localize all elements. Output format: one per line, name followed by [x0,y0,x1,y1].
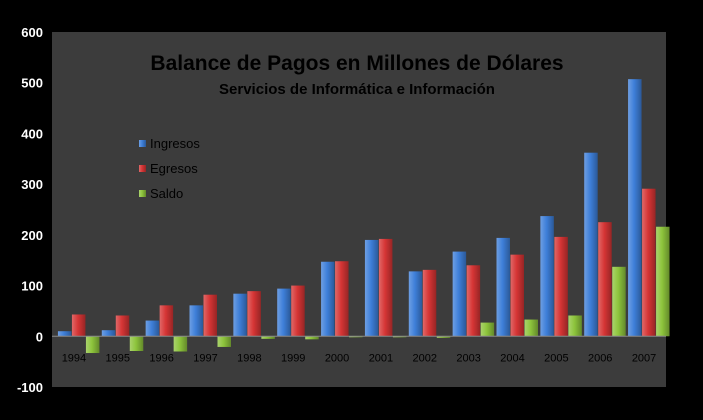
bar-ingresos-2003 [452,251,467,337]
bar-ingresos-2004 [496,237,510,337]
y-tick-label: 400 [21,126,43,141]
bars-layer [57,79,670,354]
bar-egresos-2007 [642,188,656,337]
x-tick-label: 1999 [281,352,305,364]
bar-saldo-1999 [305,336,319,340]
bar-ingresos-1995 [101,330,116,337]
y-axis-ticks: -100 0 100 200 300 400 500 600 [17,25,43,395]
bar-ingresos-1996 [145,320,160,337]
bar-saldo-2006 [612,266,626,337]
bar-ingresos-1999 [277,288,291,337]
x-tick-label: 1996 [149,352,173,364]
y-tick-label: 600 [21,25,43,40]
bar-saldo-2000 [349,336,363,338]
x-tick-label: 2006 [588,352,612,364]
legend-label: Saldo [150,186,183,201]
legend-item-egresos: Egresos [139,161,198,176]
bar-egresos-2006 [598,222,612,337]
legend-swatch [139,165,146,172]
bar-saldo-1998 [261,336,275,339]
chart-title: Balance de Pagos en Millones de Dólares [150,52,563,75]
bar-ingresos-2007 [628,79,642,337]
x-tick-label: 2004 [500,352,524,364]
y-tick-label: 300 [21,177,43,192]
bar-egresos-1999 [291,285,305,337]
y-tick-label: 100 [21,279,43,294]
bar-saldo-1996 [173,336,188,352]
x-tick-label: 1997 [193,352,217,364]
bar-ingresos-1998 [233,293,247,337]
y-tick-label: 200 [21,228,43,243]
bar-ingresos-1997 [189,305,203,337]
x-tick-label: 2005 [544,352,568,364]
bar-saldo-1994 [85,336,100,354]
bar-saldo-1997 [217,336,231,347]
x-axis-ticks: 1994 1995 1996 1997 1998 1999 2000 2001 2002 2003… [62,352,657,364]
y-tick-label: 0 [36,329,43,344]
bar-saldo-2003 [480,322,495,337]
x-tick-label: 1994 [62,352,86,364]
x-tick-label: 2007 [632,352,656,364]
legend-label: Egresos [150,161,198,176]
bar-ingresos-2002 [408,271,423,337]
bar-ingresos-2005 [540,216,554,337]
bar-egresos-1997 [203,294,217,337]
bar-saldo-1995 [129,336,144,351]
y-tick-label: 500 [21,76,43,91]
bar-egresos-2001 [378,238,393,337]
bar-saldo-2004 [524,319,538,337]
chart-subtitle: Servicios de Informática e Información [219,81,495,98]
bar-saldo-2001 [392,336,407,338]
bar-egresos-1995 [115,315,130,337]
x-tick-label: 1995 [106,352,130,364]
bar-ingresos-1994 [57,331,72,337]
x-tick-label: 1998 [237,352,261,364]
bar-egresos-1998 [247,291,261,337]
legend-item-ingresos: Ingresos [139,136,200,151]
bar-egresos-2000 [335,261,349,337]
legend-swatch [139,190,146,197]
x-tick-label: 2000 [325,352,349,364]
bar-egresos-2002 [422,269,437,337]
legend-swatch [139,140,146,147]
bar-saldo-2005 [568,315,582,337]
legend-label: Ingresos [150,136,200,151]
x-tick-label: 2003 [456,352,480,364]
bar-egresos-1996 [159,305,174,337]
x-tick-label: 2002 [413,352,437,364]
bar-egresos-2004 [510,254,524,337]
bar-egresos-2003 [466,265,481,337]
x-tick-label: 2001 [369,352,393,364]
bar-ingresos-2006 [584,152,598,337]
legend: Ingresos Egresos Saldo [139,136,200,201]
bar-saldo-2007 [656,226,670,337]
bar-ingresos-2000 [321,261,335,337]
bar-egresos-1994 [71,314,86,337]
bar-saldo-2002 [436,336,451,338]
y-tick-label: -100 [17,380,43,395]
legend-item-saldo: Saldo [139,186,183,201]
bar-ingresos-2001 [364,239,379,337]
bar-egresos-2005 [554,236,568,337]
